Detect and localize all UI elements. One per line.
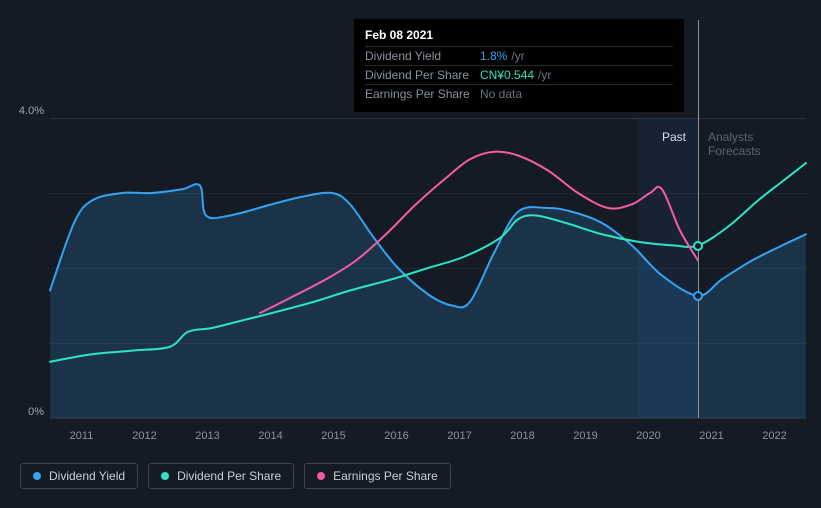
- chart-container: 4.0% 0% Past Analysts Forecasts 20112012…: [0, 0, 821, 508]
- x-axis-tick: 2017: [428, 430, 491, 450]
- x-axis-tick: 2015: [302, 430, 365, 450]
- hover-tooltip: Feb 08 2021 Dividend Yield1.8%/yrDividen…: [354, 19, 684, 112]
- y-axis-tick-max: 4.0%: [4, 105, 44, 117]
- tooltip-row: Dividend Yield1.8%/yr: [365, 46, 673, 65]
- legend-item-dividend-per-share[interactable]: Dividend Per Share: [148, 463, 294, 489]
- legend-label: Earnings Per Share: [333, 469, 438, 483]
- x-axis-tick: 2013: [176, 430, 239, 450]
- x-axis-tick: 2022: [743, 430, 806, 450]
- legend-item-earnings-per-share[interactable]: Earnings Per Share: [304, 463, 451, 489]
- x-axis-tick: 2012: [113, 430, 176, 450]
- cursor-dot-dividend_per_share: [693, 241, 703, 251]
- legend-dot-icon: [161, 472, 169, 480]
- x-axis-tick: 2020: [617, 430, 680, 450]
- region-label-forecast: Analysts Forecasts: [708, 130, 806, 158]
- chart-svg: [50, 118, 806, 418]
- tooltip-date: Feb 08 2021: [365, 28, 673, 46]
- y-axis-tick-min: 0%: [4, 406, 44, 418]
- legend-item-dividend-yield[interactable]: Dividend Yield: [20, 463, 138, 489]
- x-axis: 2011201220132014201520162017201820192020…: [50, 430, 806, 450]
- x-axis-tick: 2018: [491, 430, 554, 450]
- legend-dot-icon: [33, 472, 41, 480]
- cursor-dot-dividend_yield: [693, 291, 703, 301]
- region-label-past: Past: [662, 130, 686, 144]
- x-axis-tick: 2021: [680, 430, 743, 450]
- legend-dot-icon: [317, 472, 325, 480]
- x-axis-tick: 2019: [554, 430, 617, 450]
- x-axis-tick: 2014: [239, 430, 302, 450]
- cursor-line: [698, 20, 699, 418]
- legend: Dividend Yield Dividend Per Share Earnings…: [20, 463, 451, 489]
- x-axis-tick: 2011: [50, 430, 113, 450]
- x-axis-tick: 2016: [365, 430, 428, 450]
- plot-area[interactable]: Past Analysts Forecasts: [50, 118, 806, 418]
- legend-label: Dividend Per Share: [177, 469, 281, 483]
- legend-label: Dividend Yield: [49, 469, 125, 483]
- tooltip-row: Earnings Per ShareNo data: [365, 84, 673, 103]
- tooltip-row: Dividend Per ShareCN¥0.544/yr: [365, 65, 673, 84]
